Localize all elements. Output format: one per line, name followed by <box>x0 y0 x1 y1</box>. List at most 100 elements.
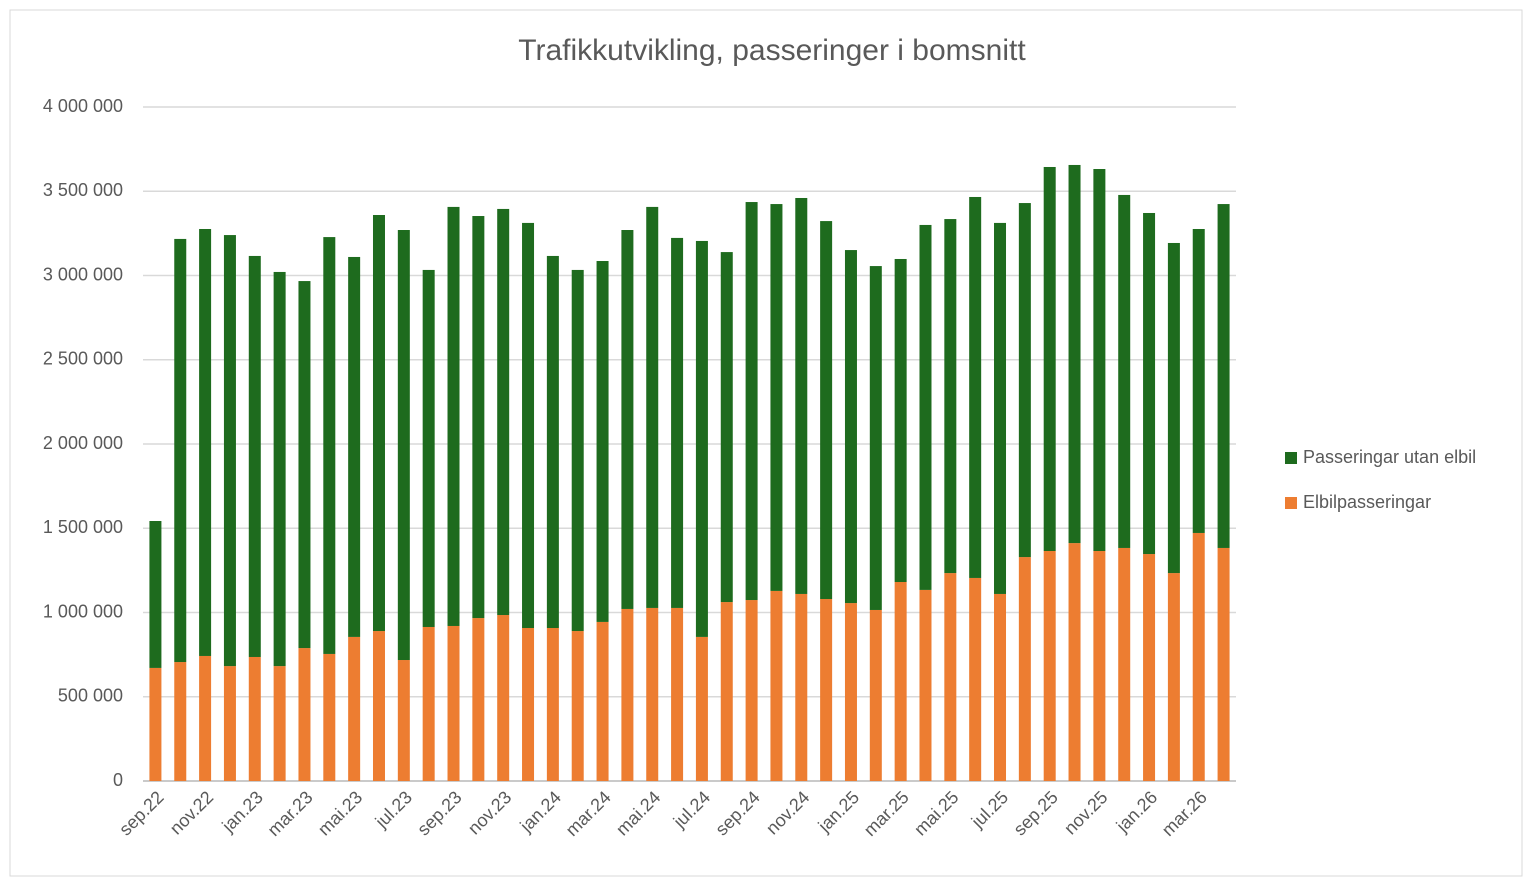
bar-segment <box>273 271 286 667</box>
bar-segment <box>1118 194 1131 548</box>
bar-segment <box>1043 166 1056 551</box>
legend-label: Elbilpasseringar <box>1303 492 1431 512</box>
y-tick-label: 500 000 <box>58 686 123 706</box>
y-tick-label: 3 500 000 <box>43 180 123 200</box>
bar-segment <box>1192 228 1205 533</box>
bar-segment <box>372 631 385 781</box>
bar-segment <box>919 589 932 781</box>
bar-segment <box>1043 550 1056 781</box>
y-tick-label: 1 500 000 <box>43 517 123 537</box>
y-tick-label: 4 000 000 <box>43 96 123 116</box>
bar-segment <box>422 269 435 627</box>
bar-segment <box>621 230 634 609</box>
bar-segment <box>1118 547 1131 781</box>
bar-segment <box>397 660 410 781</box>
bar-segment <box>745 202 758 601</box>
bar-segment <box>1018 557 1031 781</box>
bar-segment <box>1217 547 1230 781</box>
bar-segment <box>1093 550 1106 781</box>
bar-segment <box>745 600 758 781</box>
bar-segment <box>174 662 187 781</box>
legend-swatch <box>1285 452 1297 464</box>
bar-segment <box>1093 169 1106 551</box>
bar-segment <box>372 215 385 632</box>
bar-segment <box>323 237 336 654</box>
bar-segment <box>820 221 833 600</box>
bar-segment <box>720 602 733 781</box>
bar-segment <box>223 666 236 781</box>
bar-segment <box>298 648 311 781</box>
bar-segment <box>248 656 261 781</box>
bar-segment <box>695 636 708 781</box>
y-tick-label: 3 000 000 <box>43 264 123 284</box>
bar-segment <box>894 582 907 781</box>
bar-segment <box>894 258 907 583</box>
bar-segment <box>844 603 857 781</box>
bar-segment <box>869 266 882 610</box>
bar-segment <box>1217 204 1230 548</box>
bar-segment <box>869 609 882 781</box>
bar-segment <box>795 197 808 594</box>
bar-segment <box>795 593 808 781</box>
bar-segment <box>969 577 982 781</box>
bar-segment <box>522 628 535 781</box>
bar-segment <box>298 281 311 649</box>
bar-segment <box>969 196 982 578</box>
bar-segment <box>994 222 1007 594</box>
bar-segment <box>1143 554 1156 781</box>
bar-segment <box>199 228 212 656</box>
y-tick-label: 2 000 000 <box>43 433 123 453</box>
bar-segment <box>273 666 286 781</box>
bar-segment <box>671 607 684 781</box>
bar-segment <box>621 608 634 781</box>
bar-segment <box>348 256 361 637</box>
legend-label: Passeringar utan elbil <box>1303 447 1476 467</box>
bar-segment <box>770 590 783 781</box>
bar-segment <box>497 615 510 781</box>
bar-segment <box>770 204 783 591</box>
bar-segment <box>546 628 559 781</box>
bar-segment <box>1018 203 1031 558</box>
bar-segment <box>844 250 857 604</box>
bar-segment <box>944 573 957 781</box>
bar-segment <box>1167 573 1180 781</box>
bar-segment <box>199 655 212 781</box>
bar-segment <box>174 238 187 663</box>
legend-swatch <box>1285 497 1297 509</box>
bar-segment <box>571 269 584 632</box>
bar-segment <box>820 599 833 781</box>
bar-segment <box>248 255 261 657</box>
bar-segment <box>646 206 659 608</box>
bar-segment <box>1068 164 1081 544</box>
bar-segment <box>149 521 162 668</box>
bar-segment <box>695 240 708 637</box>
bar-segment <box>994 593 1007 781</box>
y-tick-label: 1 000 000 <box>43 601 123 621</box>
bar-segment <box>919 224 932 590</box>
bar-segment <box>671 237 684 608</box>
chart-title: Trafikkutvikling, passeringer i bomsnitt <box>518 34 1026 67</box>
bar-segment <box>149 667 162 781</box>
bar-segment <box>472 216 485 619</box>
bar-segment <box>571 631 584 781</box>
bar-segment <box>546 255 559 629</box>
bar-segment <box>497 208 510 616</box>
bar-segment <box>422 626 435 781</box>
y-tick-label: 0 <box>113 770 123 790</box>
bar-segment <box>472 618 485 781</box>
bar-segment <box>223 235 236 667</box>
bar-segment <box>348 636 361 781</box>
bar-segment <box>944 219 957 574</box>
bar-segment <box>1167 242 1180 574</box>
bar-segment <box>522 222 535 629</box>
bar-segment <box>646 607 659 781</box>
bar-segment <box>447 625 460 781</box>
bar-segment <box>596 621 609 781</box>
bar-segment <box>1192 532 1205 781</box>
bar-segment <box>397 230 410 661</box>
bar-segment <box>1143 212 1156 555</box>
chart-border <box>9 9 1523 877</box>
y-tick-label: 2 500 000 <box>43 349 123 369</box>
